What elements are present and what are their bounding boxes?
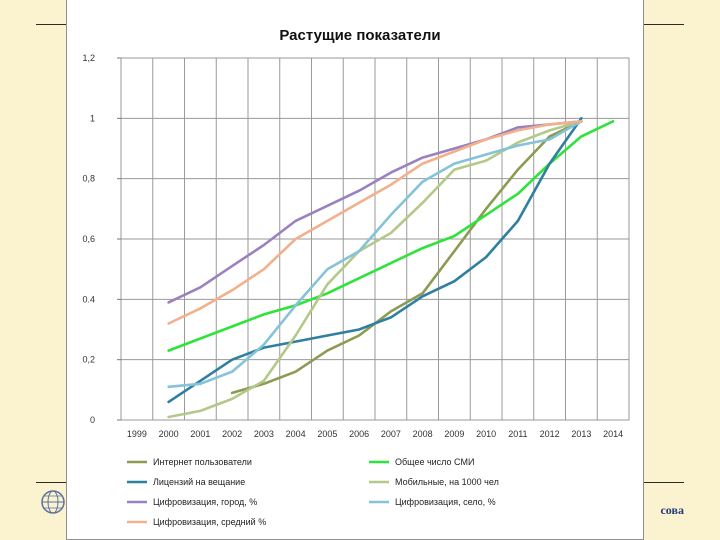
legend-label: Лицензий на вещание <box>153 477 245 487</box>
chart-panel: Растущие показатели 0 0,2 0.4 0,6 0,8 1 1,2 19… <box>66 0 644 540</box>
y-tick-label: 0 <box>90 415 95 425</box>
bottom-rule-right <box>644 482 684 483</box>
x-tick-label: 2000 <box>159 429 179 439</box>
x-tick-label: 2005 <box>317 429 337 439</box>
bottom-rule-left <box>36 482 66 483</box>
chart-title: Растущие показатели <box>279 27 440 44</box>
series-line <box>167 120 583 389</box>
x-tick-label: 2001 <box>190 429 210 439</box>
footer-text: сова <box>660 503 684 517</box>
globe-logo-icon <box>41 490 65 514</box>
top-rule-right <box>644 24 684 25</box>
x-tick-label: 2002 <box>222 429 242 439</box>
series-line <box>230 120 583 395</box>
x-tick-label: 2008 <box>413 429 433 439</box>
line-chart: Растущие показатели 0 0,2 0.4 0,6 0,8 1 1,2 19… <box>82 27 630 527</box>
series-lines <box>167 117 615 419</box>
x-tick-label: 2011 <box>508 429 527 439</box>
y-tick-label: 0,8 <box>82 174 95 184</box>
y-tick-label: 0,6 <box>82 234 95 244</box>
series-line <box>167 120 615 352</box>
top-rule-left <box>36 24 66 25</box>
x-tick-label: 2007 <box>381 429 401 439</box>
legend: Интернет пользователи Общее число СМИ Лице… <box>127 457 499 527</box>
x-tick-labels: 1999 2000 2001 2002 2003 2004 2005 2006 2007 2008… <box>127 429 623 439</box>
x-tick-label: 2013 <box>571 429 591 439</box>
series-line <box>167 117 583 404</box>
y-tick-label: 0,2 <box>82 355 95 365</box>
x-tick-label: 1999 <box>127 429 147 439</box>
axes <box>117 57 630 421</box>
legend-label: Общее число СМИ <box>395 457 474 467</box>
y-tick-labels: 0 0,2 0.4 0,6 0,8 1 1,2 <box>82 53 95 425</box>
legend-label: Мобильные, на 1000 чел <box>395 477 499 487</box>
x-tick-label: 2006 <box>349 429 369 439</box>
legend-label: Интернет пользователи <box>153 457 252 467</box>
x-tick-label: 2010 <box>476 429 496 439</box>
x-tick-label: 2012 <box>540 429 560 439</box>
legend-label: Цифровизация, село, % <box>395 497 496 507</box>
y-tick-label: 1,2 <box>82 53 95 63</box>
legend-label: Цифровизация, город, % <box>153 497 257 507</box>
grid-lines <box>120 57 630 421</box>
series-line <box>167 120 583 304</box>
series-line <box>167 120 583 325</box>
x-tick-label: 2009 <box>444 429 464 439</box>
y-tick-label: 1 <box>90 113 95 123</box>
series-line <box>167 120 583 419</box>
x-tick-label: 2003 <box>254 429 274 439</box>
x-tick-label: 2004 <box>286 429 306 439</box>
y-tick-label: 0.4 <box>82 294 95 304</box>
x-tick-label: 2014 <box>603 429 623 439</box>
legend-label: Цифровизация, средний % <box>153 517 266 527</box>
